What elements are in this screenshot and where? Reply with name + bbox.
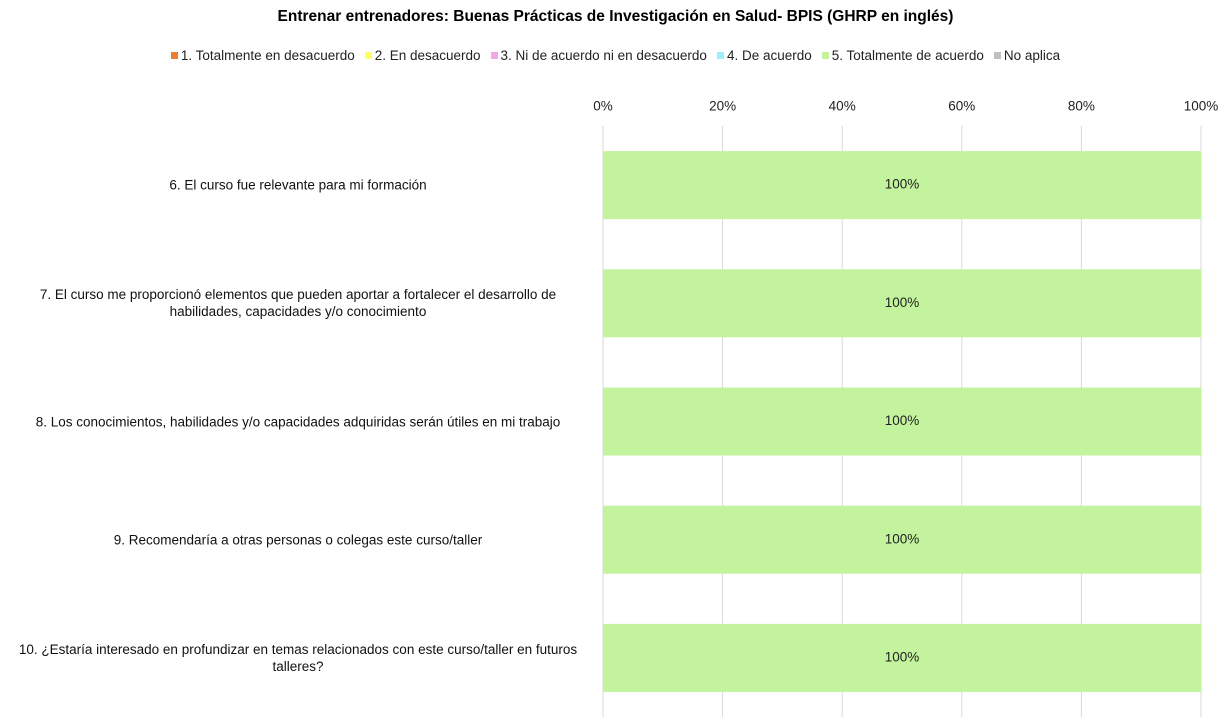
legend-swatch	[993, 52, 1001, 59]
bar-segment	[603, 505, 1201, 574]
legend-swatch	[364, 52, 372, 59]
legend-item: 1. Totalmente en desacuerdo	[170, 48, 355, 63]
legend-swatch	[821, 52, 829, 59]
legend-label: 2. En desacuerdo	[374, 48, 481, 63]
legend-item: 4. De acuerdo	[716, 48, 812, 63]
legend-label: 1. Totalmente en desacuerdo	[180, 48, 355, 63]
y-tick-label: 8. Los conocimientos, habilidades y/o ca…	[35, 414, 561, 429]
legend-item: 5. Totalmente de acuerdo	[821, 48, 984, 63]
legend-label: 5. Totalmente de acuerdo	[831, 48, 984, 63]
bar-segment	[603, 623, 1201, 692]
x-tick-label: 100%	[1184, 99, 1219, 114]
y-tick-label: 10. ¿Estaría interesado en profundizar e…	[18, 641, 578, 674]
legend-swatch	[716, 52, 724, 59]
legend-swatch	[170, 52, 178, 59]
legend-label: 4. De acuerdo	[726, 48, 812, 63]
x-tick-label: 80%	[1068, 99, 1095, 114]
bar-segment	[603, 151, 1201, 220]
chart-title: Entrenar entrenadores: Buenas Prácticas …	[277, 8, 954, 25]
x-tick-label: 40%	[829, 99, 856, 114]
data-label: 100%	[885, 413, 920, 428]
bar-segment	[603, 269, 1201, 338]
data-label: 100%	[885, 531, 920, 546]
y-tick-label: 6. El curso fue relevante para mi formac…	[169, 177, 427, 193]
legend-label: No aplica	[1003, 48, 1061, 63]
data-label: 100%	[885, 177, 920, 192]
legend: 1. Totalmente en desacuerdo 2. En desacue…	[0, 48, 1231, 63]
legend-item: 2. En desacuerdo	[364, 48, 481, 63]
data-label: 100%	[885, 649, 920, 664]
y-tick-label: 7. El curso me proporcionó elementos que…	[39, 287, 557, 320]
legend-swatch	[490, 52, 498, 59]
bar-segment	[603, 387, 1201, 456]
y-tick-label: 9. Recomendaría a otras personas o coleg…	[113, 532, 483, 548]
data-label: 100%	[885, 295, 920, 310]
legend-item: No aplica	[993, 48, 1061, 63]
x-tick-label: 0%	[593, 99, 613, 114]
x-tick-label: 60%	[948, 99, 975, 114]
legend-item: 3. Ni de acuerdo ni en desacuerdo	[490, 48, 707, 63]
x-tick-label: 20%	[709, 99, 736, 114]
legend-label: 3. Ni de acuerdo ni en desacuerdo	[500, 48, 707, 63]
